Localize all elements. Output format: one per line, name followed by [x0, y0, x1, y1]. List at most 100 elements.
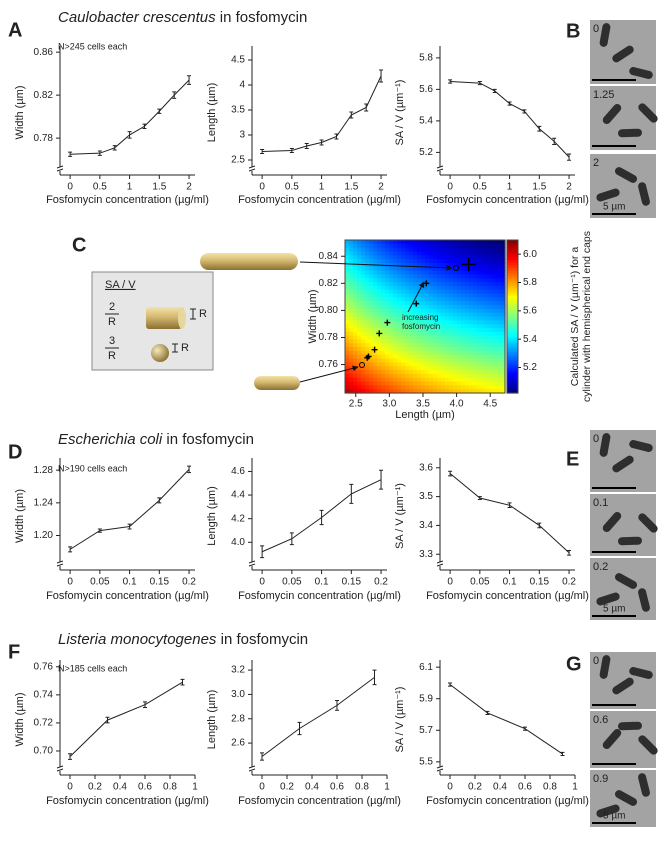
heatmap-cell: [409, 327, 414, 333]
heatmap-cell: [477, 289, 482, 295]
heatmap-cell: [441, 282, 446, 287]
heatmap-cell: [437, 339, 442, 344]
heatmap-cell: [377, 247, 382, 253]
heatmap-cell: [429, 385, 434, 390]
heatmap-cell: [401, 259, 406, 264]
heatmap-cell: [469, 305, 474, 310]
title-suffix: in fosfomycin: [166, 431, 254, 448]
y-tick-label: 3.5: [231, 105, 245, 116]
pointer-arrow: [299, 365, 359, 383]
heatmap-cell: [481, 358, 486, 363]
heatmap-cell: [377, 320, 382, 325]
heatmap-cell: [353, 289, 358, 295]
heatmap-cell: [369, 385, 374, 390]
heatmap-cell: [485, 381, 490, 386]
heatmap-cell: [425, 385, 430, 390]
heatmap-cell: [381, 385, 386, 390]
heatmap-cell: [361, 262, 366, 268]
heatmap-cell: [349, 316, 354, 321]
heatmap-cell: [361, 259, 366, 264]
x-tick-label: 2.5: [349, 399, 363, 410]
heatmap-cell: [465, 358, 470, 363]
heatmap-cell: [449, 343, 454, 348]
heatmap-cell: [473, 343, 478, 348]
heatmap-cell: [381, 350, 386, 356]
heatmap-cell: [401, 389, 406, 394]
heatmap-cell: [357, 335, 362, 341]
heatmap-cell: [409, 247, 414, 253]
x-tick-label: 3.0: [382, 399, 396, 410]
heatmap-cell: [489, 362, 494, 367]
heatmap-cell: [417, 316, 422, 321]
heatmap-cell: [409, 316, 414, 321]
heatmap-cell: [461, 366, 466, 371]
heatmap-cell: [473, 293, 478, 298]
heatmap-cell: [465, 255, 470, 260]
heatmap-cell: [357, 339, 362, 344]
heatmap-cell: [353, 274, 358, 279]
heatmap-cell: [453, 327, 458, 333]
heatmap-cell: [357, 347, 362, 352]
heatmap-cell: [493, 358, 498, 363]
heatmap-cell: [409, 366, 414, 371]
heatmap-cell: [497, 358, 502, 363]
heatmap-cell: [349, 278, 354, 283]
heatmap-cell: [429, 312, 434, 318]
heatmap-cell: [397, 285, 402, 291]
heatmap-cell: [385, 251, 390, 256]
colorbar-cell: [507, 273, 518, 277]
heatmap-cell: [493, 339, 498, 344]
heatmap-cell: [397, 335, 402, 341]
heatmap-cell: [385, 347, 390, 352]
y-tick-label: 1.28: [34, 465, 54, 476]
heatmap-cell: [429, 305, 434, 310]
heatmap-cell: [485, 274, 490, 279]
colorbar-cell: [507, 252, 518, 256]
heatmap-cell: [437, 301, 442, 306]
heatmap-cell: [369, 289, 374, 295]
title-suffix: in fosfomycin: [220, 9, 308, 26]
heatmap-cell: [501, 251, 506, 256]
heatmap-cell: [425, 308, 430, 314]
heatmap-cell: [349, 243, 354, 249]
heatmap-cell: [445, 282, 450, 287]
heatmap-cell: [353, 358, 358, 363]
heatmap-cell: [429, 335, 434, 341]
heatmap-cell: [473, 266, 478, 272]
data-line: [262, 75, 382, 152]
heatmap-cell: [457, 251, 462, 256]
heatmap-cell: [365, 270, 370, 276]
heatmap-cell: [485, 350, 490, 356]
heatmap-cell: [461, 350, 466, 356]
heatmap-cell: [493, 251, 498, 256]
heatmap-cell: [489, 335, 494, 341]
x-tick-label: 1: [127, 182, 133, 193]
heatmap-cell: [361, 389, 366, 394]
heatmap-cell: [481, 327, 486, 333]
x-tick-label: 1: [384, 782, 390, 793]
heatmap-cell: [373, 312, 378, 318]
heatmap-cell: [485, 335, 490, 341]
heatmap-cell: [409, 297, 414, 302]
heatmap-cell: [441, 240, 446, 245]
heatmap-cell: [393, 247, 398, 253]
heatmap-cell: [465, 335, 470, 341]
heatmap-cell: [361, 320, 366, 325]
axis-break: [436, 165, 444, 172]
heatmap-cell: [453, 240, 458, 245]
heatmap-cell: [449, 262, 454, 268]
heatmap-cell: [349, 373, 354, 379]
heatmap-cell: [445, 389, 450, 394]
heatmap-cell: [489, 358, 494, 363]
heatmap-cell: [429, 320, 434, 325]
heatmap-cell: [453, 312, 458, 318]
heatmap-cell: [377, 251, 382, 256]
heatmap-cell: [449, 255, 454, 260]
heatmap-cell: [421, 354, 426, 360]
heatmap-cell: [377, 240, 382, 245]
cell: [599, 433, 611, 457]
heatmap-cell: [441, 266, 446, 272]
heatmap-cell: [429, 331, 434, 337]
heatmap-cell: [469, 312, 474, 318]
heatmap-cell: [381, 354, 386, 360]
